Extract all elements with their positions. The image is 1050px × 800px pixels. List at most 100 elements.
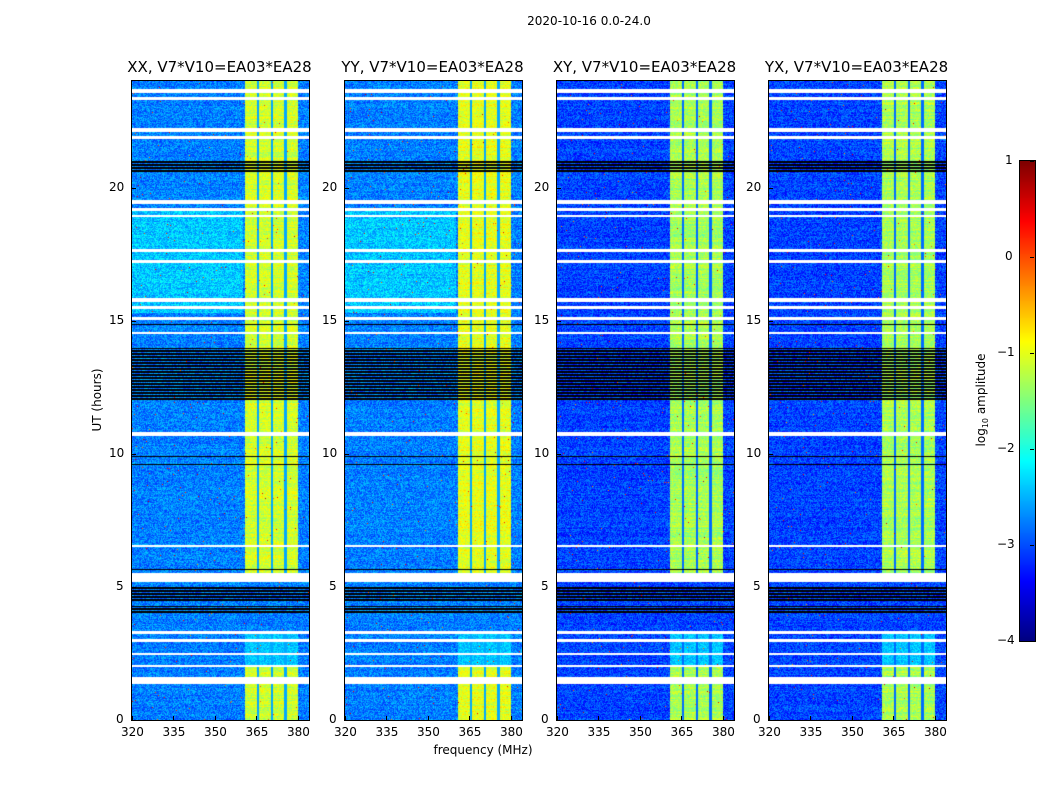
- y-tick-mark: [345, 187, 349, 189]
- panel-title: XX, V7*V10=EA03*EA28: [127, 58, 312, 76]
- x-tick-label: 320: [758, 725, 781, 739]
- y-axis-label: UT (hours): [90, 368, 104, 432]
- y-tick-mark: [132, 320, 136, 322]
- spectrogram-panel-xx: [131, 80, 310, 721]
- y-tick-mark: [345, 453, 349, 455]
- colorbar-tick-label: −4: [997, 633, 1015, 647]
- y-tick-mark: [557, 720, 561, 721]
- x-tick-mark: [297, 716, 299, 720]
- x-tick-mark: [214, 716, 216, 720]
- y-tick-label: 10: [534, 445, 550, 460]
- y-tick-label: 0: [753, 712, 761, 726]
- x-tick-mark: [173, 716, 175, 720]
- colorbar-tick-mark: [1030, 257, 1034, 258]
- colorbar-tick-mark: [1030, 161, 1034, 162]
- x-tick-mark: [851, 716, 853, 720]
- colorbar-tick-label: −1: [997, 345, 1015, 359]
- x-tick-label: 380: [286, 725, 310, 739]
- colorbar-label-suffix: amplitude: [973, 353, 988, 418]
- x-tick-mark: [598, 716, 600, 720]
- y-tick-label: 5: [753, 578, 761, 593]
- y-tick-mark: [132, 453, 136, 455]
- figure-title: 2020-10-16 0.0-24.0: [527, 14, 651, 28]
- y-tick-label: 10: [109, 445, 125, 460]
- y-tick-mark: [769, 320, 773, 322]
- x-tick-mark: [256, 716, 258, 720]
- x-tick-label: 335: [162, 725, 186, 739]
- x-tick-label: 365: [670, 725, 694, 739]
- y-tick-label: 10: [746, 445, 762, 460]
- y-tick-label: 0: [329, 712, 337, 726]
- x-tick-label: 335: [375, 725, 399, 739]
- x-tick-label: 335: [587, 725, 611, 739]
- y-tick-label: 0: [116, 712, 124, 726]
- x-tick-label: 380: [499, 725, 523, 739]
- y-tick-mark: [769, 586, 773, 588]
- y-tick-mark: [132, 187, 136, 189]
- y-tick-label: 15: [322, 312, 338, 327]
- x-tick-label: 320: [121, 725, 144, 739]
- spectrogram-panel-yy: [344, 80, 523, 721]
- x-tick-label: 365: [882, 725, 906, 739]
- x-tick-label: 380: [711, 725, 735, 739]
- x-tick-label: 320: [334, 725, 357, 739]
- x-tick-label: 350: [416, 725, 440, 739]
- heatmap: [132, 81, 309, 720]
- panel-title: YY, V7*V10=EA03*EA28: [341, 58, 524, 76]
- heatmap: [345, 81, 522, 720]
- panel-title: YX, V7*V10=EA03*EA28: [764, 58, 949, 76]
- y-tick-mark: [132, 586, 136, 588]
- y-tick-label: 20: [109, 179, 125, 194]
- y-tick-mark: [345, 586, 349, 588]
- x-tick-label: 350: [203, 725, 227, 739]
- y-tick-mark: [345, 720, 349, 721]
- x-tick-mark: [810, 716, 812, 720]
- x-tick-mark: [893, 716, 895, 720]
- y-tick-mark: [557, 586, 561, 588]
- panel-title: XY, V7*V10=EA03*EA28: [552, 58, 737, 76]
- spectrogram-panel-yx: [768, 80, 947, 721]
- colorbar-tick-label: −3: [997, 537, 1015, 551]
- y-tick-mark: [345, 320, 349, 322]
- y-tick-label: 15: [109, 312, 125, 327]
- colorbar-tick-mark: [1030, 449, 1034, 450]
- colorbar-tick-label: 0: [1005, 249, 1013, 263]
- y-tick-mark: [557, 320, 561, 322]
- x-tick-label: 350: [840, 725, 864, 739]
- x-tick-mark: [557, 716, 558, 720]
- heatmap: [557, 81, 734, 720]
- y-tick-mark: [557, 187, 561, 189]
- x-tick-mark: [386, 716, 388, 720]
- colorbar-tick-mark: [1030, 545, 1034, 546]
- colorbar-label-sub: 10: [981, 417, 991, 429]
- x-tick-label: 365: [245, 725, 269, 739]
- x-tick-label: 365: [458, 725, 482, 739]
- x-tick-mark: [427, 716, 429, 720]
- y-tick-label: 10: [322, 445, 338, 460]
- colorbar: [1019, 160, 1036, 642]
- y-tick-mark: [132, 720, 136, 721]
- y-tick-label: 20: [746, 179, 762, 194]
- x-axis-label: frequency (MHz): [433, 743, 533, 757]
- colorbar-tick-label: 1: [1005, 153, 1013, 167]
- spectrogram-panel-xy: [556, 80, 735, 721]
- y-tick-mark: [769, 187, 773, 189]
- colorbar-label-prefix: log: [973, 428, 988, 447]
- colorbar-label: log10 amplitude: [974, 354, 990, 447]
- colorbar-tick-mark: [1030, 641, 1034, 642]
- y-tick-label: 20: [322, 179, 338, 194]
- y-tick-mark: [557, 453, 561, 455]
- x-tick-mark: [469, 716, 471, 720]
- y-tick-label: 20: [534, 179, 550, 194]
- x-tick-mark: [681, 716, 683, 720]
- x-tick-label: 335: [799, 725, 823, 739]
- x-tick-mark: [934, 716, 936, 720]
- x-tick-label: 350: [628, 725, 652, 739]
- x-tick-label: 320: [546, 725, 569, 739]
- x-tick-mark: [722, 716, 724, 720]
- y-tick-label: 5: [541, 578, 549, 593]
- x-tick-mark: [345, 716, 346, 720]
- colorbar-tick-mark: [1030, 353, 1034, 354]
- y-tick-label: 15: [534, 312, 550, 327]
